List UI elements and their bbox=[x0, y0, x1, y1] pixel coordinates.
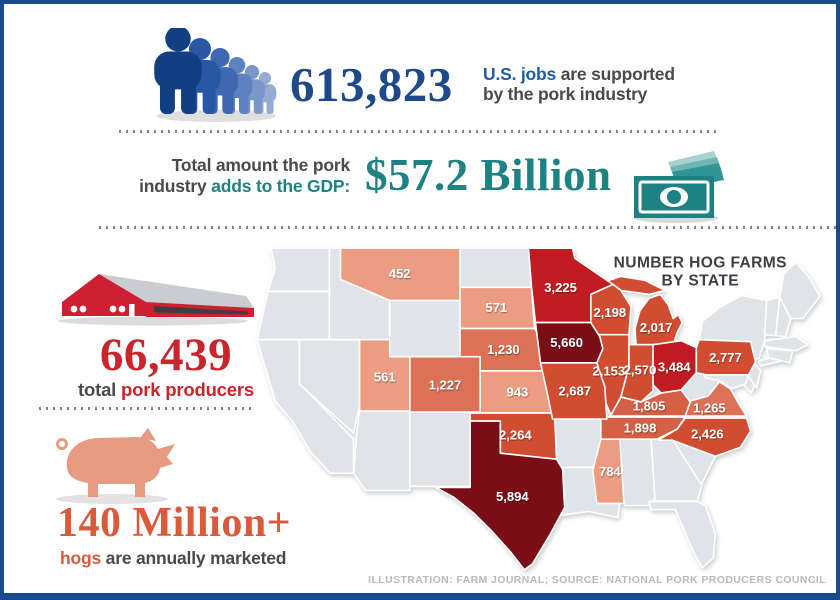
gdp-label-accent: adds to the GDP: bbox=[211, 176, 350, 196]
dotted-divider-2 bbox=[99, 226, 836, 229]
state-ND bbox=[459, 247, 536, 289]
state-value-label-OK: 2,264 bbox=[499, 428, 532, 443]
state-value-label-PA: 2,777 bbox=[709, 350, 742, 365]
state-value-label-MN: 3,225 bbox=[544, 280, 577, 295]
barn-vent bbox=[154, 306, 248, 315]
producers-label: total pork producers bbox=[57, 379, 275, 401]
hogs-label-accent: hogs bbox=[60, 548, 102, 568]
state-value-label-VA: 1,265 bbox=[693, 401, 726, 416]
state-value-label-IN: 2,570 bbox=[624, 362, 657, 377]
state-AL bbox=[619, 438, 656, 507]
state-value-label-MS: 784 bbox=[599, 464, 622, 479]
state-WA bbox=[267, 247, 331, 293]
pig-body bbox=[66, 437, 175, 497]
state-value-label-CO: 1,227 bbox=[429, 377, 462, 392]
state-NM bbox=[409, 411, 471, 488]
barn-gable bbox=[62, 274, 146, 316]
jobs-caption-rest: are supported bbox=[556, 64, 675, 84]
state-MN bbox=[527, 247, 614, 324]
state-value-label-IL: 2,153 bbox=[593, 363, 626, 378]
state-value-label-NC: 2,426 bbox=[691, 427, 724, 442]
people-icons bbox=[154, 28, 277, 122]
state-MT bbox=[339, 247, 461, 302]
barn-roof bbox=[99, 274, 254, 308]
state-value-label-KS: 943 bbox=[506, 384, 528, 399]
state-value-label-TN: 1,898 bbox=[624, 421, 657, 436]
state-CO bbox=[409, 355, 481, 413]
state-OH bbox=[652, 339, 698, 394]
state-AZ bbox=[352, 410, 411, 492]
state-value-label-TX: 5,894 bbox=[496, 489, 529, 504]
hogs-label-plain: are annually marketed bbox=[101, 548, 287, 568]
state-PA bbox=[695, 338, 757, 376]
state-value-label-NE: 1,230 bbox=[487, 342, 520, 357]
gdp-label: Total amount the pork industry adds to t… bbox=[132, 155, 350, 197]
gdp-label-plain: industry bbox=[139, 176, 212, 196]
source-credit: ILLUSTRATION: FARM JOURNAL; SOURCE: NATI… bbox=[368, 574, 826, 586]
state-TX bbox=[435, 420, 566, 571]
jobs-count: 613,823 bbox=[290, 57, 453, 112]
state-WY bbox=[388, 299, 461, 358]
state-value-label-MI: 2,017 bbox=[640, 320, 673, 335]
state-value-label-KY: 1,805 bbox=[633, 399, 666, 414]
state-value-label-IA: 5,660 bbox=[550, 335, 583, 350]
gdp-label-line1: Total amount the pork bbox=[171, 155, 350, 175]
barn-icon bbox=[58, 274, 254, 326]
state-CT-RI bbox=[765, 347, 794, 364]
pig-tail bbox=[56, 438, 68, 450]
money-icon bbox=[634, 151, 724, 223]
shadow bbox=[58, 316, 248, 326]
state-MA bbox=[763, 335, 809, 352]
barn-door bbox=[129, 304, 135, 317]
jobs-caption-line1: U.S. jobs are supported bbox=[483, 64, 675, 84]
state-value-label-UT: 561 bbox=[374, 369, 396, 384]
state-ME bbox=[778, 261, 821, 320]
person-icon bbox=[154, 28, 202, 114]
jobs-caption: U.S. jobs are supported by the pork indu… bbox=[483, 64, 675, 104]
pig-icon bbox=[56, 428, 175, 504]
jobs-caption-line2: by the pork industry bbox=[483, 84, 648, 104]
pig-ear bbox=[140, 428, 156, 441]
state-NC bbox=[657, 417, 752, 458]
state-value-label-WI: 2,198 bbox=[594, 305, 627, 320]
state-value-label-MO: 2,687 bbox=[558, 383, 591, 398]
state-IA bbox=[534, 321, 604, 364]
jobs-caption-highlight: U.S. jobs bbox=[483, 64, 557, 84]
dotted-divider-3 bbox=[39, 407, 254, 410]
state-OR bbox=[256, 290, 331, 341]
hogs-count: 140 Million+ bbox=[57, 500, 292, 546]
map-title-line2: BY STATE bbox=[662, 272, 740, 289]
gdp-label-line2: industry adds to the GDP: bbox=[132, 176, 350, 197]
map-title-line1: NUMBER HOG FARMS bbox=[614, 254, 787, 271]
producers-count: 66,439 bbox=[99, 329, 233, 381]
state-FL bbox=[648, 500, 717, 569]
state-value-label-MT: 452 bbox=[389, 266, 411, 281]
us-choropleth-map: 452 561 571 784 943 1,227 1,230 1,265 1,805 1,898… bbox=[256, 247, 821, 571]
state-value-label-SD: 571 bbox=[485, 300, 507, 315]
dotted-divider-1 bbox=[119, 130, 719, 133]
gdp-value: $57.2 Billion bbox=[365, 150, 612, 200]
state-value-label-OH: 3,484 bbox=[658, 359, 691, 374]
hogs-label: hogs are annually marketed bbox=[60, 548, 286, 569]
producers-label-accent: pork producers bbox=[121, 379, 254, 400]
producers-label-plain: total bbox=[78, 379, 122, 400]
